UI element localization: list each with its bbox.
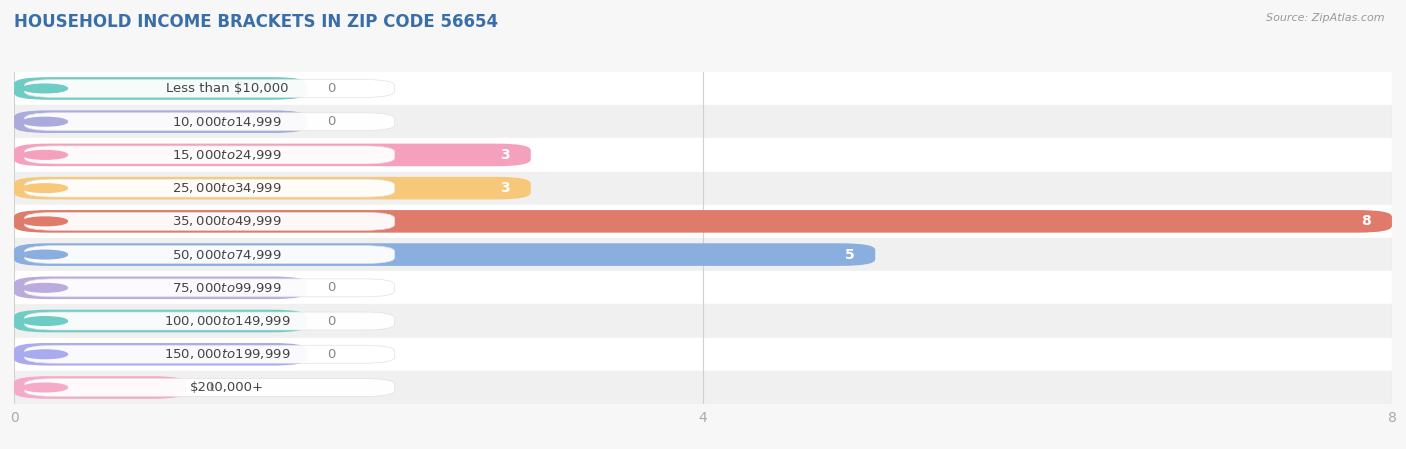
Text: $15,000 to $24,999: $15,000 to $24,999 bbox=[172, 148, 281, 162]
FancyBboxPatch shape bbox=[24, 113, 395, 131]
FancyBboxPatch shape bbox=[14, 277, 307, 299]
Text: HOUSEHOLD INCOME BRACKETS IN ZIP CODE 56654: HOUSEHOLD INCOME BRACKETS IN ZIP CODE 56… bbox=[14, 13, 498, 31]
Circle shape bbox=[22, 317, 67, 326]
FancyBboxPatch shape bbox=[24, 246, 395, 264]
Text: $100,000 to $149,999: $100,000 to $149,999 bbox=[163, 314, 290, 328]
Text: 0: 0 bbox=[328, 282, 336, 294]
FancyBboxPatch shape bbox=[14, 243, 875, 266]
Text: $25,000 to $34,999: $25,000 to $34,999 bbox=[172, 181, 281, 195]
Bar bbox=[14, 271, 1392, 304]
Circle shape bbox=[22, 84, 67, 93]
Text: 3: 3 bbox=[501, 181, 510, 195]
Bar bbox=[14, 205, 1392, 238]
Circle shape bbox=[22, 350, 67, 359]
FancyBboxPatch shape bbox=[14, 343, 307, 365]
Text: 0: 0 bbox=[328, 315, 336, 327]
Text: 0: 0 bbox=[328, 115, 336, 128]
FancyBboxPatch shape bbox=[14, 144, 531, 166]
Text: 0: 0 bbox=[328, 348, 336, 361]
Text: $150,000 to $199,999: $150,000 to $199,999 bbox=[163, 347, 290, 361]
FancyBboxPatch shape bbox=[14, 310, 307, 332]
Text: $10,000 to $14,999: $10,000 to $14,999 bbox=[172, 114, 281, 129]
Circle shape bbox=[22, 283, 67, 292]
Bar bbox=[14, 338, 1392, 371]
FancyBboxPatch shape bbox=[14, 77, 307, 100]
Text: Less than $10,000: Less than $10,000 bbox=[166, 82, 288, 95]
Text: 5: 5 bbox=[845, 247, 855, 262]
Text: $35,000 to $49,999: $35,000 to $49,999 bbox=[172, 214, 281, 229]
Text: 3: 3 bbox=[501, 148, 510, 162]
FancyBboxPatch shape bbox=[24, 312, 395, 330]
FancyBboxPatch shape bbox=[24, 345, 395, 363]
Text: $50,000 to $74,999: $50,000 to $74,999 bbox=[172, 247, 281, 262]
Circle shape bbox=[22, 383, 67, 392]
Circle shape bbox=[22, 150, 67, 159]
Bar bbox=[14, 105, 1392, 138]
FancyBboxPatch shape bbox=[14, 210, 1392, 233]
Circle shape bbox=[22, 250, 67, 259]
Circle shape bbox=[22, 217, 67, 226]
Text: $75,000 to $99,999: $75,000 to $99,999 bbox=[172, 281, 281, 295]
Text: 8: 8 bbox=[1361, 214, 1371, 229]
FancyBboxPatch shape bbox=[14, 376, 186, 399]
FancyBboxPatch shape bbox=[24, 379, 395, 396]
FancyBboxPatch shape bbox=[24, 79, 395, 97]
Text: 0: 0 bbox=[328, 82, 336, 95]
Text: 1: 1 bbox=[207, 381, 215, 394]
FancyBboxPatch shape bbox=[24, 279, 395, 297]
FancyBboxPatch shape bbox=[24, 179, 395, 197]
Bar bbox=[14, 72, 1392, 105]
Bar bbox=[14, 138, 1392, 172]
Bar bbox=[14, 371, 1392, 404]
FancyBboxPatch shape bbox=[14, 110, 307, 133]
FancyBboxPatch shape bbox=[24, 146, 395, 164]
Text: $200,000+: $200,000+ bbox=[190, 381, 264, 394]
Bar bbox=[14, 238, 1392, 271]
Circle shape bbox=[22, 184, 67, 193]
Circle shape bbox=[22, 117, 67, 126]
FancyBboxPatch shape bbox=[24, 212, 395, 230]
Text: Source: ZipAtlas.com: Source: ZipAtlas.com bbox=[1267, 13, 1385, 23]
Bar bbox=[14, 304, 1392, 338]
Bar bbox=[14, 172, 1392, 205]
FancyBboxPatch shape bbox=[14, 177, 531, 199]
